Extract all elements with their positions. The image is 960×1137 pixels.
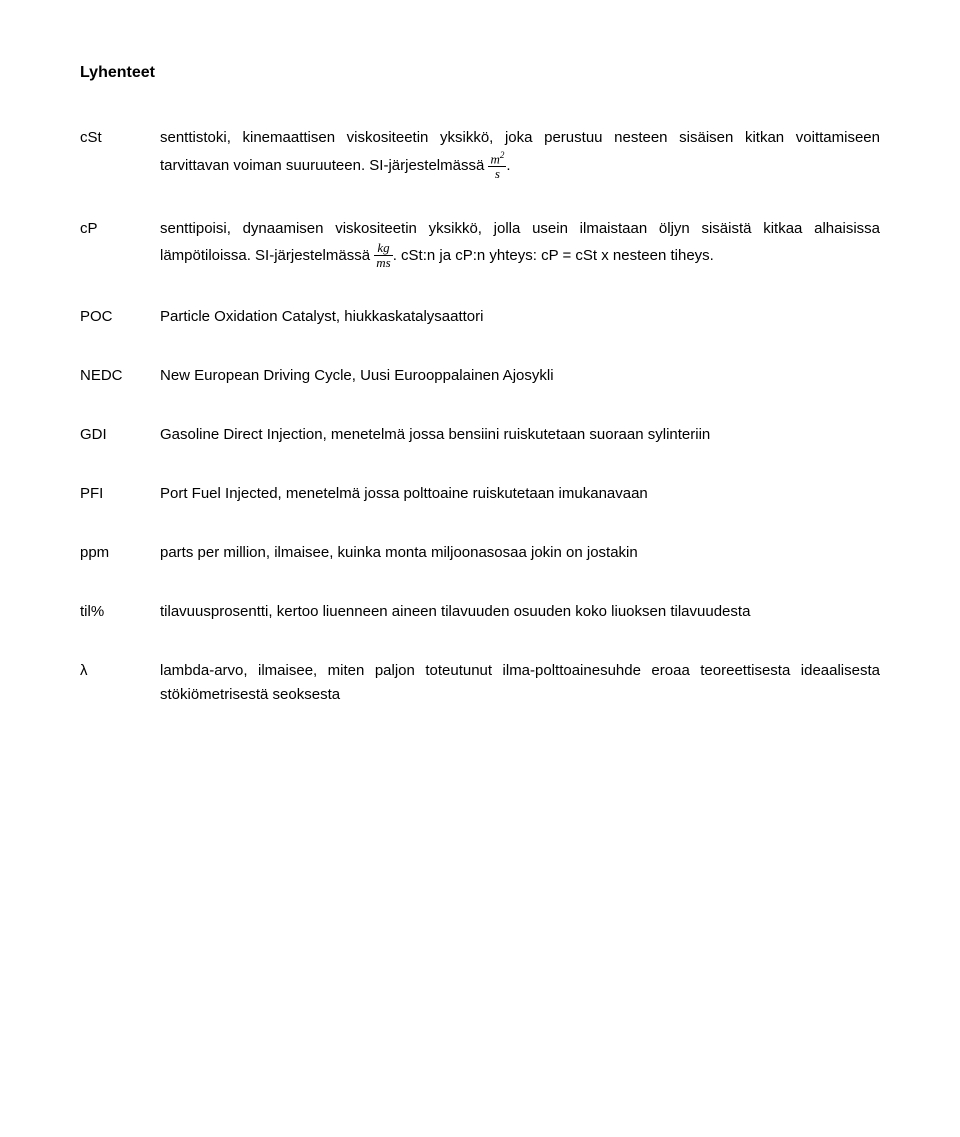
abbreviation-description: Gasoline Direct Injection, menetelmä jos… [160, 423, 880, 447]
fraction-numerator: kg [374, 241, 392, 256]
abbreviation-entry: ppmparts per million, ilmaisee, kuinka m… [80, 541, 880, 565]
desc-text-post: . [506, 157, 510, 174]
abbreviation-description: Particle Oxidation Catalyst, hiukkaskata… [160, 305, 880, 329]
abbreviation-entry: λlambda-arvo, ilmaisee, miten paljon tot… [80, 659, 880, 707]
page-title: Lyhenteet [80, 60, 880, 86]
abbreviation-label: cSt [80, 126, 160, 182]
abbreviation-label: GDI [80, 423, 160, 447]
abbreviation-label: POC [80, 305, 160, 329]
abbreviation-entry: NEDCNew European Driving Cycle, Uusi Eur… [80, 364, 880, 388]
abbreviation-label: PFI [80, 482, 160, 506]
abbreviation-description: Port Fuel Injected, menetelmä jossa polt… [160, 482, 880, 506]
abbreviation-description: tilavuusprosentti, kertoo liuenneen aine… [160, 600, 880, 624]
abbreviation-entry: cStsenttistoki, kinemaattisen viskositee… [80, 126, 880, 182]
abbreviation-label: ppm [80, 541, 160, 565]
abbreviation-entry: GDIGasoline Direct Injection, menetelmä … [80, 423, 880, 447]
desc-text-post: . cSt:n ja cP:n yhteys: cP = cSt x neste… [393, 246, 714, 263]
abbreviation-entry: til%tilavuusprosentti, kertoo liuenneen … [80, 600, 880, 624]
abbreviation-entry: PFIPort Fuel Injected, menetelmä jossa p… [80, 482, 880, 506]
abbreviation-description: senttipoisi, dynaamisen viskositeetin yk… [160, 217, 880, 271]
abbreviation-label: til% [80, 600, 160, 624]
abbreviation-description: senttistoki, kinemaattisen viskositeetin… [160, 126, 880, 182]
abbreviation-description: New European Driving Cycle, Uusi Euroopp… [160, 364, 880, 388]
abbreviation-description: parts per million, ilmaisee, kuinka mont… [160, 541, 880, 565]
desc-text-pre: senttistoki, kinemaattisen viskositeetin… [160, 129, 880, 174]
abbreviation-entry: cPsenttipoisi, dynaamisen viskositeetin … [80, 217, 880, 271]
fraction: m2s [488, 150, 506, 182]
abbreviation-list: cStsenttistoki, kinemaattisen viskositee… [80, 126, 880, 708]
fraction-numerator: m2 [488, 150, 506, 168]
abbreviation-label: cP [80, 217, 160, 271]
abbreviation-description: lambda-arvo, ilmaisee, miten paljon tote… [160, 659, 880, 707]
fraction-denominator: ms [374, 256, 392, 270]
abbreviation-label: NEDC [80, 364, 160, 388]
abbreviation-entry: POCParticle Oxidation Catalyst, hiukkask… [80, 305, 880, 329]
abbreviation-label: λ [80, 659, 160, 707]
fraction-denominator: s [488, 167, 506, 181]
fraction: kgms [374, 241, 392, 271]
